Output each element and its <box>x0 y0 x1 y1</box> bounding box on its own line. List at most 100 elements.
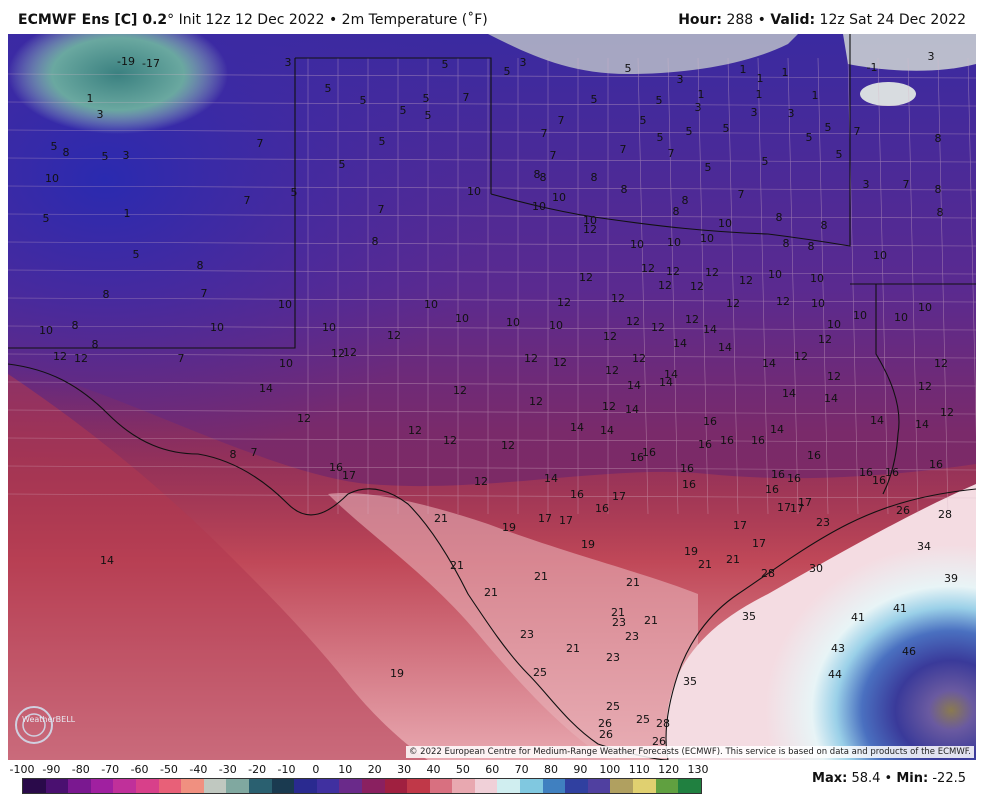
colorbar-tick-label: -60 <box>130 763 149 776</box>
temperature-value: 17 <box>612 490 626 503</box>
temperature-value: 1 <box>782 66 789 79</box>
temperature-value: 7 <box>378 203 385 216</box>
colorbar-swatch <box>655 779 679 793</box>
colorbar-tick-label: -40 <box>189 763 208 776</box>
temperature-value: 19 <box>684 545 698 558</box>
temperature-value: 26 <box>896 504 910 517</box>
colorbar-swatch <box>520 779 543 793</box>
temperature-value: 5 <box>705 161 712 174</box>
temperature-value: 10 <box>424 298 438 311</box>
temperature-value: 10 <box>918 301 932 314</box>
colorbar-tick-label: 70 <box>514 763 529 776</box>
temperature-value: 17 <box>777 501 791 514</box>
temperature-value: 28 <box>656 717 670 730</box>
temperature-value: 10 <box>768 268 782 281</box>
temperature-value: 12 <box>583 223 597 236</box>
temperature-value: 3 <box>97 108 104 121</box>
temperature-value: 8 <box>621 183 628 196</box>
temperature-value: 14 <box>600 424 614 437</box>
temperature-value: 10 <box>322 321 336 334</box>
valid-time: Hour: 288 • Valid: 12z Sat 24 Dec 2022 <box>678 12 966 28</box>
temperature-value: 12 <box>331 347 345 360</box>
temperature-value: 7 <box>668 147 675 160</box>
temperature-value: 5 <box>425 109 432 122</box>
temperature-value: 16 <box>680 462 694 475</box>
temperature-value: 25 <box>636 713 650 726</box>
temperature-value: 5 <box>640 114 647 127</box>
temperature-value: 23 <box>520 628 534 641</box>
temperature-value: -19 <box>117 55 135 68</box>
temperature-value: 12 <box>579 271 593 284</box>
temperature-value: 17 <box>538 512 552 525</box>
temperature-value: 28 <box>761 567 775 580</box>
title-separator: • <box>328 12 338 28</box>
colorbar-tick-label: 80 <box>544 763 559 776</box>
chart-title: ECMWF Ens [C] 0.2° Init 12z 12 Dec 2022 … <box>18 12 488 28</box>
temperature-value: 12 <box>529 395 543 408</box>
temperature-value: 3 <box>123 149 130 162</box>
temperature-value: 12 <box>474 475 488 488</box>
colorbar-swatch <box>474 779 498 793</box>
temperature-value: 14 <box>625 403 639 416</box>
temperature-value: 21 <box>450 559 464 572</box>
mexico-warm-field <box>8 374 428 760</box>
temperature-value: 14 <box>718 341 732 354</box>
logo-graphic: WeatherBELL <box>15 706 76 744</box>
temperature-value: 8 <box>808 240 815 253</box>
stats-separator: • <box>884 771 893 786</box>
temperature-value: 21 <box>484 586 498 599</box>
temperature-value: 12 <box>918 380 932 393</box>
temperature-value: 30 <box>809 562 823 575</box>
temperature-value: 8 <box>92 338 99 351</box>
state-borders <box>8 34 976 760</box>
gulf-field <box>666 484 976 760</box>
colorbar-tick-label: -90 <box>42 763 61 776</box>
temperature-value: 10 <box>667 236 681 249</box>
temperature-value: 5 <box>825 121 832 134</box>
temperature-value: 10 <box>853 309 867 322</box>
temperature-value: 46 <box>902 645 916 658</box>
temperature-value: 25 <box>533 666 547 679</box>
colorbar-swatch <box>678 779 701 793</box>
temperature-value: 5 <box>806 131 813 144</box>
hour-value: 288 <box>726 12 754 28</box>
variable-name: 2m Temperature (˚F) <box>341 12 488 28</box>
min-value: -22.5 <box>932 771 966 786</box>
temperature-value: 3 <box>788 107 795 120</box>
temperature-value: 10 <box>279 357 293 370</box>
temperature-value: 16 <box>765 483 779 496</box>
gray-pocket <box>860 82 916 106</box>
temperature-value: 12 <box>343 346 357 359</box>
temperature-map[interactable]: -19 -17 3 5 5 3 5 3 1 1 1 -1 3 1 3 5 5 5 5 7 5 5 5 1 1 1 3 3 3 5 8 5 3 7 5… <box>8 34 976 760</box>
temperature-value: 12 <box>602 400 616 413</box>
colorbar-tick-label: -80 <box>71 763 90 776</box>
temperature-value: 1 <box>87 92 94 105</box>
temperature-value: 7 <box>201 287 208 300</box>
temperature-value: 3 <box>928 50 935 63</box>
colorbar-swatch <box>407 779 430 793</box>
colorbar-tick-label: 60 <box>485 763 500 776</box>
temperature-value: 12 <box>605 364 619 377</box>
temperature-value: 43 <box>831 642 845 655</box>
colorbar-swatch <box>113 779 136 793</box>
colorbar-swatch <box>68 779 91 793</box>
temperature-value: 16 <box>720 434 734 447</box>
temperature-value: 5 <box>723 122 730 135</box>
temperature-value: 7 <box>550 149 557 162</box>
temperature-value: 12 <box>557 296 571 309</box>
temperature-value: 21 <box>698 558 712 571</box>
min-label: Min: <box>896 771 929 786</box>
temperature-value: 5 <box>291 186 298 199</box>
temperature-value: 41 <box>893 602 907 615</box>
temperature-value: 8 <box>103 288 110 301</box>
temperature-value: 12 <box>611 292 625 305</box>
temperature-value: 5 <box>339 158 346 171</box>
temperature-value: 10 <box>827 318 841 331</box>
temperature-value: 12 <box>387 329 401 342</box>
temperature-value: 21 <box>644 614 658 627</box>
colorbar <box>22 778 702 794</box>
logo-text: WeatherBELL <box>22 715 76 724</box>
temperature-value: 10 <box>549 319 563 332</box>
temperature-value: 12 <box>501 439 515 452</box>
